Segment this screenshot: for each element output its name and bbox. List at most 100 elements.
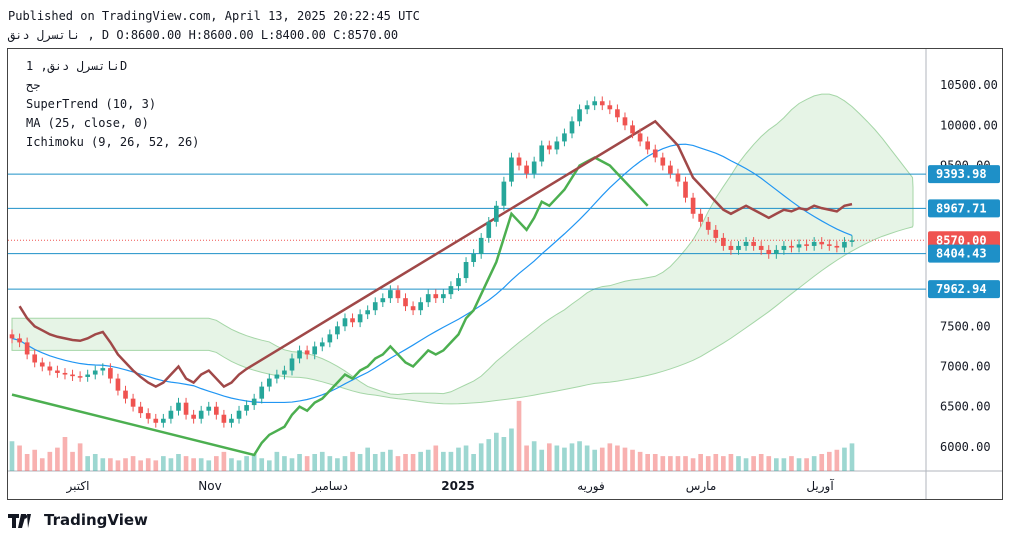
volume-bar	[183, 456, 189, 471]
volume-bar	[811, 456, 817, 471]
volume-bar	[312, 454, 318, 471]
candle-body	[418, 302, 423, 311]
volume-bar	[433, 445, 439, 471]
volume-bar	[584, 445, 590, 471]
candle-body	[796, 244, 802, 248]
candle-body	[509, 157, 514, 182]
volume-bar	[229, 458, 234, 471]
candle-body	[721, 237, 726, 246]
candle-body	[501, 181, 507, 206]
chart-frame[interactable]: 6000.006500.007000.007500.008000.008500.…	[7, 48, 1003, 500]
candle-body	[410, 306, 416, 311]
volume-bar	[675, 456, 681, 471]
volume-bar	[713, 454, 719, 471]
volume-bar	[85, 456, 91, 471]
volume-bar	[403, 454, 408, 471]
candle-body	[668, 165, 673, 174]
price-level-label: 8967.71	[936, 201, 987, 215]
volume-bar	[773, 458, 779, 471]
candle-body	[675, 173, 681, 182]
ma-line	[11, 143, 853, 404]
candle-body	[327, 334, 333, 343]
volume-bar	[62, 437, 68, 471]
candle-body	[145, 413, 151, 419]
volume-bar	[17, 445, 22, 471]
volume-bar	[448, 451, 454, 471]
candle-body	[448, 286, 454, 295]
legend-ma[interactable]: MA (25, close, 0)	[26, 116, 149, 130]
y-tick-label: 10000.00	[940, 118, 998, 132]
candle-body	[478, 237, 484, 254]
price-level-label: 7962.94	[936, 282, 987, 296]
legend-ichimoku[interactable]: Ichimoku (9, 26, 52, 26)	[26, 135, 200, 149]
candle-body	[539, 145, 545, 162]
volume-bar	[92, 454, 98, 471]
candle-body	[24, 342, 30, 355]
volume-bar	[554, 445, 560, 471]
tradingview-logo[interactable]: TradingView	[8, 511, 148, 529]
candle-body	[645, 141, 651, 150]
legend-supertrend[interactable]: SuperTrend (10, 3)	[26, 97, 157, 111]
candle-body	[123, 390, 128, 399]
volume-bar	[221, 451, 227, 471]
candle-body	[486, 221, 492, 238]
volume-bar	[501, 437, 507, 471]
candle-body	[297, 350, 302, 359]
candle-body	[229, 418, 234, 423]
candle-body	[622, 117, 628, 126]
candle-body	[92, 370, 98, 375]
x-tick-label: 2025	[441, 479, 474, 493]
volume-bar	[206, 460, 212, 471]
volume-bar	[380, 451, 386, 471]
volume-bar	[630, 449, 635, 471]
volume-bar	[819, 454, 825, 471]
volume-bar	[599, 447, 605, 471]
candle-body	[191, 414, 196, 419]
candle-body	[705, 221, 711, 230]
volume-bar	[77, 443, 83, 471]
candle-body	[433, 294, 439, 299]
candle-body	[251, 398, 257, 406]
volume-bar	[198, 458, 204, 471]
volume-bar	[524, 445, 529, 471]
candle-body	[312, 346, 318, 355]
candle-body	[55, 370, 60, 373]
volume-bar	[70, 451, 75, 471]
candle-body	[335, 326, 340, 335]
brand-name: TradingView	[44, 511, 148, 529]
candle-body	[266, 378, 272, 387]
price-level-badge	[928, 165, 1000, 184]
volume-bar	[138, 460, 143, 471]
candle-body	[554, 141, 560, 150]
candle-body	[463, 262, 469, 279]
volume-bar	[668, 456, 673, 471]
candle-body	[395, 290, 401, 299]
candle-body	[493, 205, 499, 222]
candle-body	[47, 366, 53, 371]
volume-bar	[304, 456, 310, 471]
tradingview-logo-icon	[8, 514, 31, 528]
volume-bar	[751, 456, 756, 471]
volume-bar	[804, 458, 809, 471]
supertrend-down-line	[18, 119, 853, 389]
candle-body	[736, 245, 741, 250]
price-chart[interactable]: 6000.006500.007000.007500.008000.008500.…	[8, 49, 1002, 499]
candle-body	[365, 310, 371, 315]
volume-bar	[297, 454, 302, 471]
volume-bar	[282, 456, 287, 471]
y-tick-label: 7500.00	[940, 319, 991, 333]
volume-bar	[274, 451, 280, 471]
volume-bar	[289, 458, 295, 471]
candle-body	[372, 302, 378, 311]
volume-bar	[796, 458, 802, 471]
candle-body	[630, 125, 635, 134]
candle-body	[842, 241, 847, 248]
candle-body	[698, 213, 703, 222]
volume-bar	[342, 456, 348, 471]
volume-bar	[569, 443, 575, 471]
candle-body	[690, 197, 696, 214]
volume-bar	[251, 454, 257, 471]
candle-body	[804, 244, 809, 246]
volume-bar	[130, 456, 136, 471]
candle-body	[221, 414, 227, 423]
